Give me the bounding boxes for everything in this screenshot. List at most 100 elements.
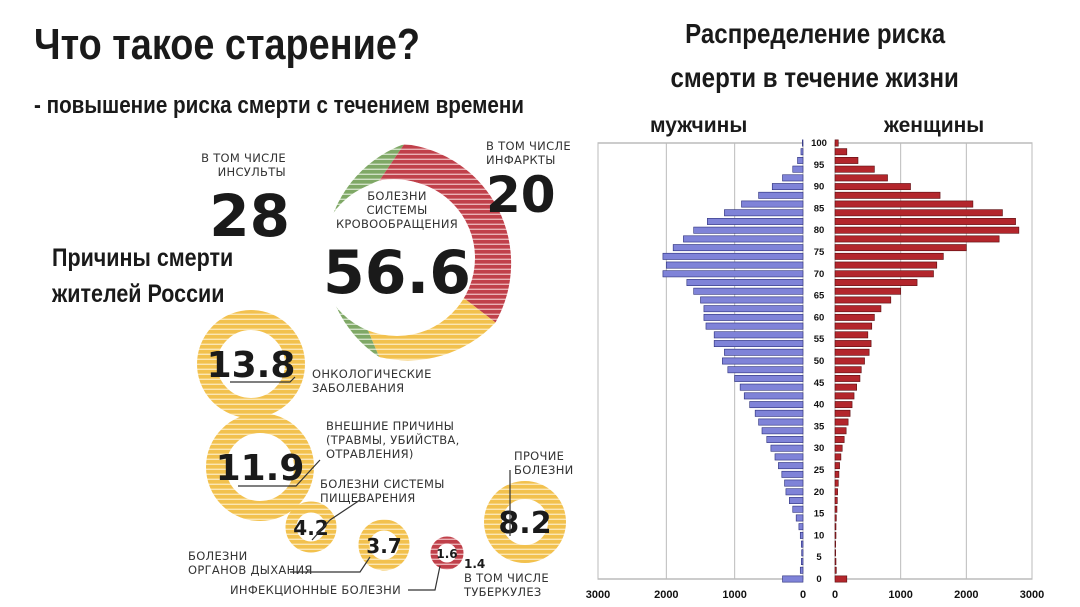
causes-title-line1: Причины смерти [52, 244, 234, 272]
infectious-value: 1.6 [436, 547, 457, 561]
strokes-label-2: ИНСУЛЬТЫ [218, 165, 286, 179]
age-tick-95: 95 [814, 160, 825, 171]
male-bar-age-6 [801, 549, 804, 557]
age-tick-15: 15 [814, 509, 825, 520]
female-label: женщины [884, 114, 985, 137]
infectious-ring [430, 536, 464, 570]
female-bar-age-6 [834, 549, 836, 557]
female-bar-age-66 [834, 287, 901, 295]
other-label-2: БОЛЕЗНИ [514, 463, 574, 477]
male-bar-age-100 [802, 139, 804, 147]
external-ring [206, 413, 314, 521]
male-bar-age-48 [727, 366, 804, 374]
oncology-label-1: ОНКОЛОГИЧЕСКИЕ [312, 367, 432, 381]
cardio-label-1: БОЛЕЗНИ [367, 189, 427, 203]
male-bar-age-80 [693, 226, 804, 234]
respiratory-value: 3.7 [366, 534, 401, 558]
age-tick-100: 100 [811, 138, 827, 149]
female-bar-age-68 [834, 279, 918, 286]
male-bar-age-34 [761, 427, 804, 435]
male-bar-age-64 [700, 296, 804, 304]
male-bar-age-2 [799, 566, 804, 574]
other-value: 8.2 [498, 506, 551, 541]
female-bar-age-26 [834, 462, 840, 470]
strokes-value: 28 [209, 182, 290, 250]
male-bar-age-50 [722, 357, 804, 365]
respiratory-label-1: БОЛЕЗНИ [188, 549, 248, 563]
age-tick-55: 55 [814, 334, 825, 345]
female-bar-age-38 [834, 409, 851, 417]
respiratory-ring [358, 519, 410, 571]
male-x-tick-1000: 1000 [722, 589, 746, 601]
male-bar-age-38 [754, 409, 804, 417]
female-bar-age-82 [834, 218, 1016, 225]
age-tick-25: 25 [814, 465, 825, 476]
cardio-label-2: СИСТЕМЫ [366, 203, 427, 217]
age-tick-80: 80 [814, 225, 825, 236]
age-tick-30: 30 [814, 443, 825, 454]
female-bar-age-56 [834, 331, 869, 339]
age-tick-10: 10 [814, 530, 825, 541]
male-bar-age-30 [770, 444, 804, 452]
female-bar-age-58 [834, 322, 873, 330]
female-bar-age-94 [834, 165, 875, 173]
page-subtitle: - повышение риска смерти с течением врем… [34, 92, 524, 119]
age-tick-65: 65 [814, 291, 825, 302]
age-tick-75: 75 [814, 247, 825, 258]
male-bar-age-78 [683, 235, 804, 243]
male-bar-age-84 [724, 209, 804, 217]
male-bar-age-86 [741, 200, 804, 208]
male-bar-age-24 [781, 470, 804, 478]
digestive-ring [285, 501, 337, 553]
female-bar-age-8 [834, 540, 836, 548]
male-bar-age-90 [771, 183, 804, 191]
age-tick-40: 40 [814, 400, 825, 411]
age-tick-90: 90 [814, 182, 825, 193]
oncology-label-2: ЗАБОЛЕВАНИЯ [312, 381, 404, 395]
male-bar-age-56 [713, 331, 804, 339]
male-bar-age-52 [724, 348, 804, 356]
female-bar-age-36 [834, 418, 849, 426]
male-bar-age-82 [707, 218, 804, 225]
age-tick-85: 85 [814, 203, 825, 214]
female-bar-age-96 [834, 157, 859, 164]
male-bar-age-72 [666, 261, 804, 269]
female-bar-age-60 [834, 313, 875, 321]
male-bar-age-26 [778, 462, 804, 470]
female-bar-age-64 [834, 296, 892, 304]
age-tick-60: 60 [814, 312, 825, 323]
female-bar-age-16 [834, 505, 838, 513]
tuberculosis-label-1: В ТОМ ЧИСЛЕ [464, 571, 549, 585]
male-bar-age-20 [785, 488, 804, 496]
male-bar-age-74 [662, 252, 804, 260]
male-bar-age-10 [799, 531, 804, 539]
male-x-tick-3000: 3000 [586, 589, 610, 601]
female-bar-age-28 [834, 453, 842, 461]
male-bar-age-70 [662, 270, 804, 278]
female-bar-age-88 [834, 191, 941, 199]
digestive-label-1: БОЛЕЗНИ СИСТЕМЫ [320, 477, 445, 491]
cardio-label-3: КРОВООБРАЩЕНИЯ [336, 217, 458, 231]
male-bar-age-88 [758, 191, 804, 199]
male-bar-age-44 [739, 383, 804, 391]
digestive-label-2: ПИЩЕВАРЕНИЯ [320, 491, 416, 505]
female-bar-age-12 [834, 523, 837, 531]
female-bar-age-42 [834, 392, 855, 400]
female-bar-age-24 [834, 470, 840, 478]
causes-infographic: БОЛЕЗНИ СИСТЕМЫ КРОВООБРАЩЕНИЯ 56.6 В ТО… [188, 139, 574, 599]
female-bar-age-18 [834, 497, 838, 504]
male-bar-age-58 [705, 322, 804, 330]
female-bar-age-22 [834, 479, 839, 487]
tuberculosis-label-2: ТУБЕРКУЛЕЗ [463, 585, 542, 599]
male-bar-age-68 [686, 279, 804, 286]
infarcts-label-1: В ТОМ ЧИСЛЕ [486, 139, 571, 153]
female-bar-age-98 [834, 148, 848, 156]
female-bar-age-20 [834, 488, 838, 496]
female-bar-age-46 [834, 375, 861, 382]
male-bar-age-12 [798, 523, 804, 531]
tuberculosis-value: 1.4 [464, 557, 485, 571]
female-x-tick-0: 0 [832, 589, 838, 601]
female-bar-age-4 [834, 558, 837, 565]
cardio-value: 56.6 [323, 238, 471, 308]
external-value: 11.9 [216, 448, 305, 489]
